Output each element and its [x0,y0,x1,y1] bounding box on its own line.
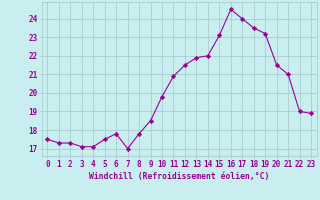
X-axis label: Windchill (Refroidissement éolien,°C): Windchill (Refroidissement éolien,°C) [89,172,269,181]
